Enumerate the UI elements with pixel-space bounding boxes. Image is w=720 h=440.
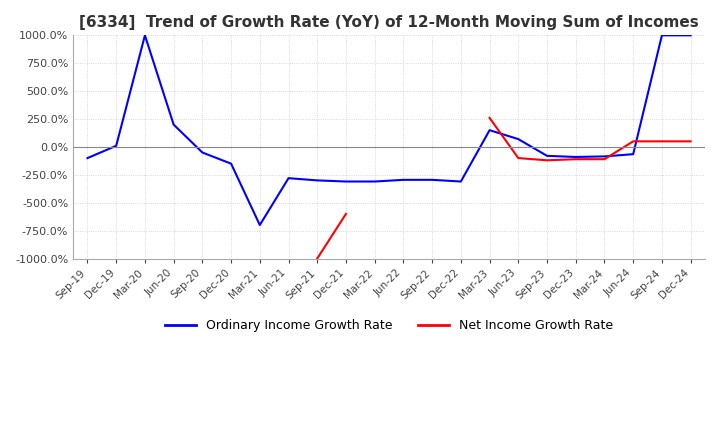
Ordinary Income Growth Rate <box>657 33 666 38</box>
Ordinary Income Growth Rate <box>83 155 91 161</box>
Ordinary Income Growth Rate <box>370 179 379 184</box>
Ordinary Income Growth Rate <box>140 33 149 38</box>
Ordinary Income Growth Rate <box>600 154 609 159</box>
Ordinary Income Growth Rate <box>227 161 235 166</box>
Ordinary Income Growth Rate <box>284 176 293 181</box>
Ordinary Income Growth Rate <box>543 153 552 158</box>
Ordinary Income Growth Rate <box>629 151 637 157</box>
Ordinary Income Growth Rate <box>485 128 494 133</box>
Ordinary Income Growth Rate <box>686 33 695 38</box>
Title: [6334]  Trend of Growth Rate (YoY) of 12-Month Moving Sum of Incomes: [6334] Trend of Growth Rate (YoY) of 12-… <box>79 15 699 30</box>
Legend: Ordinary Income Growth Rate, Net Income Growth Rate: Ordinary Income Growth Rate, Net Income … <box>160 314 618 337</box>
Ordinary Income Growth Rate <box>198 150 207 155</box>
Ordinary Income Growth Rate <box>456 179 465 184</box>
Ordinary Income Growth Rate <box>514 136 523 142</box>
Ordinary Income Growth Rate <box>399 177 408 183</box>
Ordinary Income Growth Rate <box>342 179 351 184</box>
Ordinary Income Growth Rate <box>112 143 120 148</box>
Line: Ordinary Income Growth Rate: Ordinary Income Growth Rate <box>87 35 690 225</box>
Ordinary Income Growth Rate <box>256 222 264 227</box>
Ordinary Income Growth Rate <box>313 178 322 183</box>
Ordinary Income Growth Rate <box>169 122 178 127</box>
Ordinary Income Growth Rate <box>572 154 580 160</box>
Ordinary Income Growth Rate <box>428 177 436 183</box>
